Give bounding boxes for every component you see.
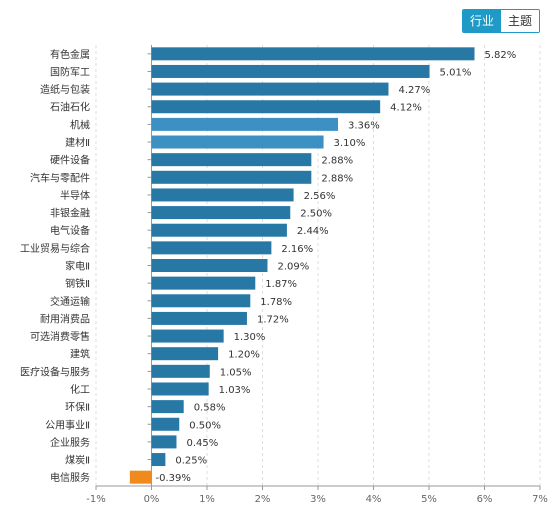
- category-label: 煤炭Ⅱ: [65, 454, 90, 467]
- value-label: 5.01%: [440, 67, 472, 78]
- bar: [151, 311, 247, 325]
- category-label: 企业服务: [50, 436, 90, 449]
- value-label: 1.87%: [265, 279, 297, 290]
- bar: [151, 188, 294, 202]
- x-tick-label: 7%: [532, 494, 548, 505]
- bar: [129, 470, 152, 484]
- bar: [151, 294, 251, 308]
- value-label: 0.50%: [189, 420, 221, 431]
- value-label: 1.03%: [219, 385, 251, 396]
- x-tick-label: 5%: [421, 494, 437, 505]
- value-label: 5.82%: [485, 50, 517, 61]
- value-label: 2.88%: [321, 173, 353, 184]
- bar: [151, 347, 219, 361]
- category-label: 造纸与包装: [40, 83, 90, 96]
- x-tick-label: 0%: [144, 494, 160, 505]
- value-label: 0.25%: [175, 456, 207, 467]
- category-label: 硬件设备: [50, 154, 90, 167]
- bar: [151, 382, 209, 396]
- view-toggle: 行业 主题: [461, 9, 540, 33]
- category-label: 家电Ⅱ: [65, 260, 90, 273]
- category-label: 建筑: [70, 348, 90, 361]
- bar: [151, 170, 312, 184]
- category-label: 有色金属: [50, 48, 90, 61]
- value-label: 0.45%: [186, 438, 218, 449]
- category-label: 国防军工: [50, 65, 90, 78]
- category-label: 耐用消费品: [40, 312, 90, 325]
- category-label: 电信服务: [50, 471, 90, 484]
- category-label: 石油石化: [50, 101, 90, 114]
- category-label: 可选消费零售: [30, 330, 90, 343]
- category-label: 机械: [70, 118, 90, 131]
- x-tick-label: -1%: [86, 494, 105, 505]
- bar: [151, 241, 272, 255]
- bar: [151, 206, 291, 220]
- bar: [151, 82, 389, 96]
- category-label: 汽车与零配件: [30, 171, 90, 184]
- category-label: 工业贸易与综合: [20, 242, 90, 255]
- bar: [151, 64, 430, 78]
- bar: [151, 47, 475, 61]
- value-label: 0.58%: [194, 403, 226, 414]
- value-label: -0.39%: [156, 473, 191, 484]
- value-label: 3.36%: [348, 120, 380, 131]
- x-tick-label: 6%: [477, 494, 493, 505]
- value-label: 2.09%: [277, 262, 309, 273]
- bar: [151, 276, 256, 290]
- value-label: 3.10%: [334, 138, 366, 149]
- bar: [151, 100, 381, 114]
- bar: [151, 329, 224, 343]
- category-label: 半导体: [60, 189, 90, 202]
- value-label: 1.78%: [260, 297, 292, 308]
- category-label: 交通运输: [50, 295, 90, 308]
- bar: [151, 135, 324, 149]
- bar: [151, 259, 268, 272]
- bar: [151, 223, 287, 237]
- bar: [151, 453, 166, 467]
- category-label: 环保Ⅱ: [65, 401, 90, 414]
- category-label: 公用事业Ⅱ: [45, 418, 90, 431]
- value-label: 2.88%: [321, 156, 353, 167]
- value-label: 1.30%: [234, 332, 266, 343]
- category-label: 医疗设备与服务: [20, 365, 90, 378]
- value-label: 2.50%: [300, 209, 332, 220]
- value-label: 1.05%: [220, 367, 252, 378]
- value-label: 2.56%: [304, 191, 336, 202]
- bar: [151, 153, 312, 167]
- x-tick-label: 3%: [310, 494, 326, 505]
- category-label: 非银金融: [50, 207, 90, 220]
- value-label: 4.27%: [398, 85, 430, 96]
- bar: [151, 435, 177, 449]
- bar: [151, 117, 338, 131]
- value-label: 2.16%: [281, 244, 313, 255]
- x-tick-label: 1%: [199, 494, 215, 505]
- bar: [151, 417, 180, 431]
- bar: [151, 364, 210, 378]
- tab-industry[interactable]: 行业: [462, 10, 501, 32]
- category-label: 电气设备: [50, 224, 90, 237]
- x-tick-label: 2%: [255, 494, 271, 505]
- value-label: 1.72%: [257, 314, 289, 325]
- value-label: 4.12%: [390, 103, 422, 114]
- x-tick-label: 4%: [366, 494, 382, 505]
- value-label: 1.20%: [228, 350, 260, 361]
- tab-theme[interactable]: 主题: [500, 10, 539, 32]
- value-label: 2.44%: [297, 226, 329, 237]
- category-label: 建材Ⅱ: [65, 136, 90, 149]
- category-label: 化工: [70, 383, 90, 396]
- bar: [151, 400, 184, 414]
- category-label: 钢铁Ⅱ: [65, 277, 90, 290]
